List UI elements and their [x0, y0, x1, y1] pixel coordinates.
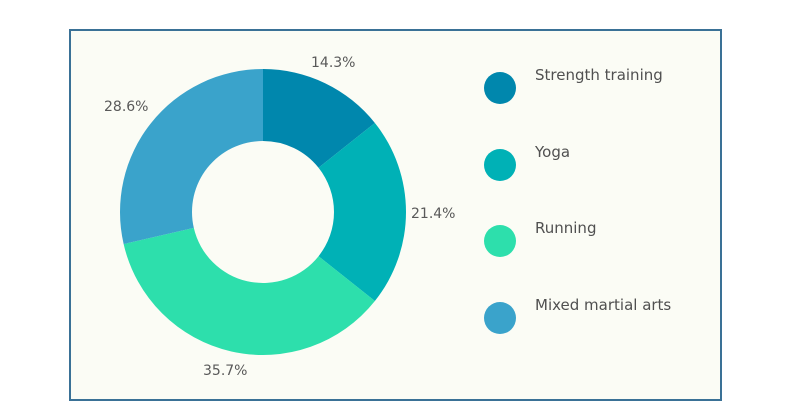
slice-strength-training[interactable] [263, 69, 375, 168]
legend-swatch-icon [484, 72, 516, 104]
legend-label: Strength training [535, 66, 663, 84]
data-label-mixed-martial-arts: 28.6% [104, 99, 149, 115]
legend-swatch-icon [484, 225, 516, 257]
slice-running[interactable] [123, 227, 375, 356]
slice-yoga[interactable] [318, 122, 406, 302]
data-label-strength-training: 14.3% [311, 55, 356, 71]
slice-mixed-martial-arts[interactable] [119, 69, 263, 245]
legend-label: Yoga [535, 143, 571, 161]
donut-chart [119, 69, 406, 356]
legend-swatch-icon [484, 302, 516, 334]
legend-label: Mixed martial arts [535, 296, 672, 314]
data-label-yoga: 21.4% [411, 206, 456, 222]
legend-swatch-icon [484, 149, 516, 181]
chart-frame: 14.3% 21.4% 35.7% 28.6% Strength trainin… [69, 29, 722, 401]
legend-label: Running [535, 219, 597, 237]
data-label-running: 35.7% [203, 363, 248, 379]
